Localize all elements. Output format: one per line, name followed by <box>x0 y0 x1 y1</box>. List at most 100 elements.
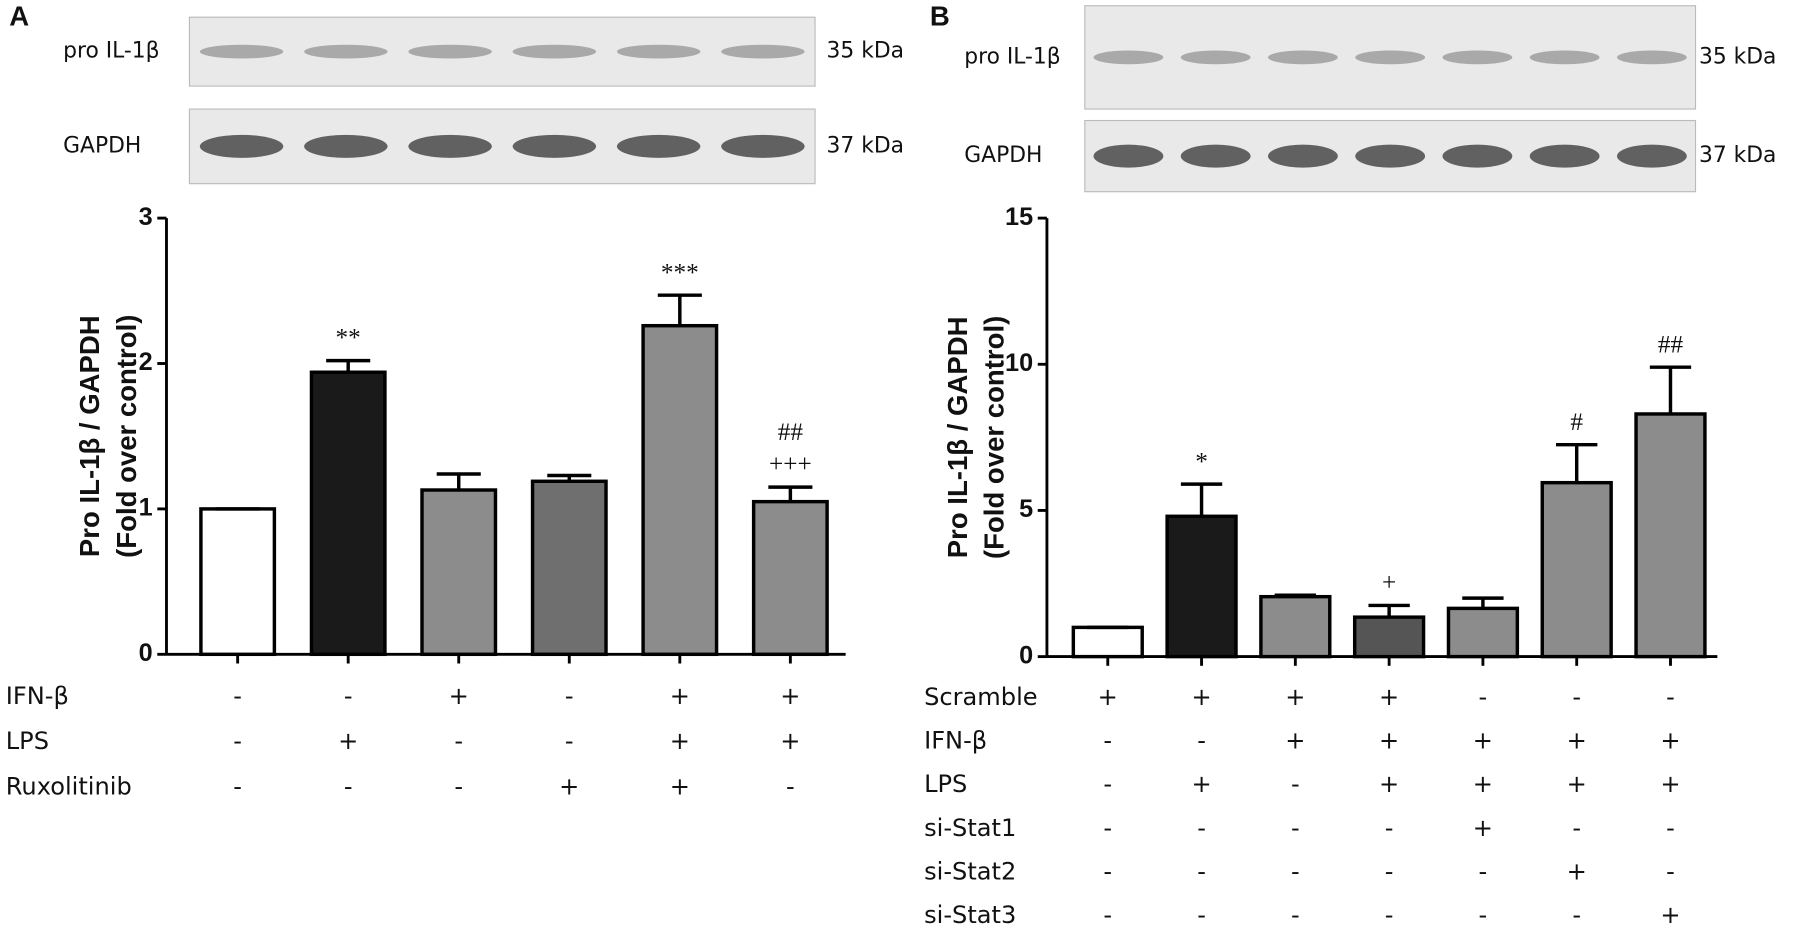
condition-value: - <box>1385 857 1394 885</box>
condition-value: - <box>1479 857 1488 885</box>
condition-label: IFN-β <box>6 682 69 710</box>
blot-size: 37 kDa <box>827 133 904 158</box>
blot-box <box>188 108 816 185</box>
error-bar <box>657 293 702 326</box>
blot-band <box>1093 144 1164 168</box>
condition-value: - <box>1479 901 1488 929</box>
condition-value: + <box>1660 770 1680 798</box>
condition-value: + <box>670 727 690 755</box>
blot-label: GAPDH <box>964 143 1042 168</box>
y-tick-label: 1 <box>139 494 153 522</box>
blot-band <box>1442 50 1513 65</box>
condition-label: si-Stat3 <box>924 901 1016 929</box>
condition-value: + <box>780 682 800 710</box>
bar <box>1446 606 1520 659</box>
blot-band <box>1093 50 1164 65</box>
condition-value: - <box>454 772 463 800</box>
y-tick-label: 2 <box>139 348 153 376</box>
blot-band <box>199 134 284 158</box>
condition-label: Ruxolitinib <box>6 772 132 800</box>
y-axis-label: Pro IL-1β / GAPDH <box>942 316 973 558</box>
error-bar <box>768 485 813 502</box>
condition-value: - <box>565 727 574 755</box>
condition-value: - <box>1291 901 1300 929</box>
significance-label: +++ <box>769 450 812 478</box>
bar <box>1540 480 1613 659</box>
error-bar <box>547 473 592 482</box>
condition-value: + <box>1379 727 1399 755</box>
condition-value: - <box>233 682 242 710</box>
error-bar <box>1462 596 1504 609</box>
condition-label: IFN-β <box>924 727 987 755</box>
condition-value: + <box>1285 683 1305 711</box>
significance-label: ** <box>336 324 361 352</box>
significance-label: ## <box>1658 330 1684 358</box>
condition-label: Scramble <box>924 683 1038 711</box>
condition-value: - <box>1197 727 1206 755</box>
blot-band <box>1180 144 1251 168</box>
bar <box>1259 594 1332 659</box>
blot-box <box>188 16 816 87</box>
y-tick-label: 0 <box>139 639 153 667</box>
panel-label: B <box>930 1 950 32</box>
condition-value: + <box>559 772 579 800</box>
y-tick-label: 10 <box>1005 349 1033 377</box>
bar <box>1634 412 1707 659</box>
condition-label: si-Stat1 <box>924 814 1016 842</box>
condition-value: - <box>786 772 795 800</box>
blot-label: GAPDH <box>63 133 141 158</box>
condition-value: + <box>1473 727 1493 755</box>
condition-value: + <box>1285 727 1305 755</box>
condition-value: + <box>1191 770 1211 798</box>
blot-band <box>512 134 597 158</box>
y-tick-label: 15 <box>1005 203 1033 231</box>
bar <box>751 499 829 657</box>
error-bar <box>1180 482 1223 517</box>
blot-band <box>1529 50 1600 65</box>
error-bar <box>1556 442 1598 483</box>
condition-value: - <box>454 727 463 755</box>
condition-value: + <box>1191 683 1211 711</box>
blot-band <box>1529 144 1600 168</box>
error-bar <box>326 358 371 373</box>
blot-band <box>616 134 701 158</box>
condition-value: - <box>1572 814 1581 842</box>
y-axis-label: Pro IL-1β / GAPDH <box>74 315 105 557</box>
bar <box>1071 625 1144 659</box>
condition-value: + <box>1473 770 1493 798</box>
blot-size: 35 kDa <box>827 39 904 64</box>
condition-value: + <box>449 682 469 710</box>
y-axis-label: (Fold over control) <box>111 315 142 558</box>
blot-band <box>512 44 597 59</box>
condition-value: - <box>1103 901 1112 929</box>
condition-value: - <box>1103 814 1112 842</box>
condition-value: - <box>1103 727 1112 755</box>
blot-size: 37 kDa <box>1699 143 1776 168</box>
condition-value: + <box>670 682 690 710</box>
condition-value: + <box>338 727 358 755</box>
condition-value: - <box>1572 901 1581 929</box>
condition-value: - <box>1103 770 1112 798</box>
condition-value: + <box>1660 727 1680 755</box>
y-axis-label: (Fold over control) <box>979 316 1010 559</box>
condition-value: - <box>1197 901 1206 929</box>
bar <box>199 507 277 657</box>
panel-label: A <box>9 1 29 32</box>
condition-value: - <box>344 772 353 800</box>
condition-value: - <box>1385 901 1394 929</box>
condition-value: - <box>1666 683 1675 711</box>
bar <box>1352 615 1426 659</box>
condition-value: + <box>780 727 800 755</box>
condition-label: si-Stat2 <box>924 857 1016 885</box>
significance-label: + <box>1382 569 1396 597</box>
significance-label: # <box>1570 408 1583 436</box>
y-tick-label: 5 <box>1019 495 1033 523</box>
blot-band <box>1355 50 1426 65</box>
blot-box <box>1084 5 1697 110</box>
bar <box>420 488 498 657</box>
condition-value: + <box>1098 683 1118 711</box>
error-bar <box>1368 603 1410 618</box>
condition-value: - <box>1291 814 1300 842</box>
blot-band <box>408 134 492 158</box>
condition-value: - <box>1385 814 1394 842</box>
